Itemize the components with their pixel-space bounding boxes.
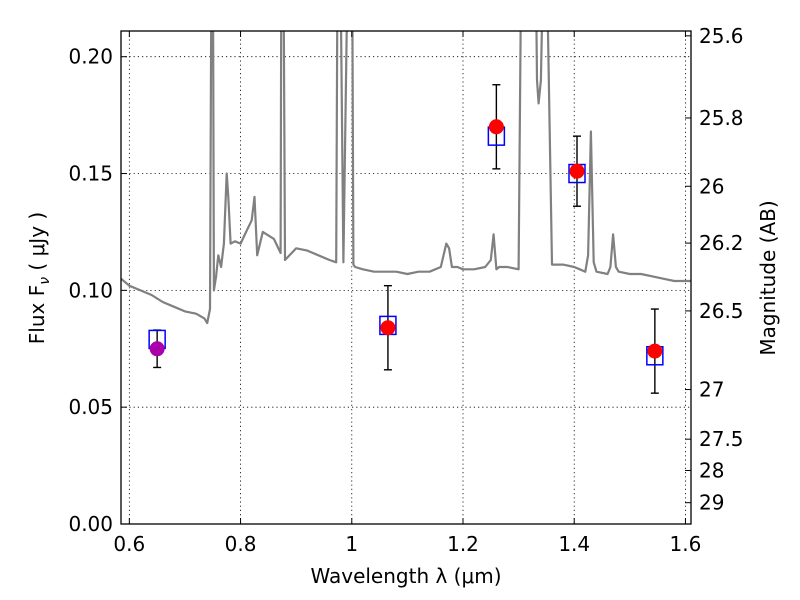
y-tick-label: 0.15 — [68, 162, 113, 186]
x-tick-labels: 0.6 0.8 1 1.2 1.4 1.6 — [113, 532, 701, 556]
x-tick-label: 1.4 — [558, 532, 590, 556]
plot-frame — [120, 30, 692, 525]
y2-tick-label: 26 — [699, 174, 724, 198]
x-tick-label: 0.8 — [225, 532, 257, 556]
y-tick-label: 0.10 — [68, 278, 113, 302]
y-axis-label-main: Flux F — [25, 285, 49, 344]
observed-flux-point — [380, 320, 396, 336]
x-tick-label: 1.6 — [670, 532, 702, 556]
observed-flux-point — [488, 119, 504, 135]
y2-axis-label: Magnitude (AB) — [756, 200, 780, 355]
y-tick-labels: 0.00 0.05 0.10 0.15 0.20 — [68, 45, 113, 536]
grid — [121, 31, 691, 524]
model-spectrum-layer — [121, 31, 691, 325]
y2-tick-label: 25.8 — [699, 106, 744, 130]
y-tick-label: 0.00 — [68, 512, 113, 536]
y-axis-label-group: Flux Fν ( μJy ) — [25, 212, 53, 344]
y-axis-label: Flux Fν ( μJy ) — [25, 212, 53, 344]
y-axis-label-unit: ( μJy ) — [25, 212, 49, 277]
y2-tick-label: 27 — [699, 378, 724, 402]
y2-tick-label: 27.5 — [699, 427, 744, 451]
x-axis-label: Wavelength λ (μm) — [310, 564, 501, 588]
model-spectrum-line — [121, 31, 691, 325]
y2-axis-label-group: Magnitude (AB) — [756, 200, 780, 355]
observed-flux-point-alt — [149, 341, 165, 357]
y2-tick-label: 26.2 — [699, 231, 744, 255]
y-axis-label-sub: ν — [37, 277, 53, 285]
x-tick-label: 0.6 — [113, 532, 145, 556]
observed-flux-point — [569, 163, 585, 179]
errorbar-layer — [153, 84, 659, 394]
marker-layer — [148, 119, 664, 366]
y2-tick-label: 26.5 — [699, 299, 744, 323]
y-tick-label: 0.20 — [68, 45, 113, 69]
axis-ticks — [121, 31, 691, 525]
x-tick-label: 1 — [345, 532, 358, 556]
y2-tick-label: 28 — [699, 458, 724, 482]
x-tick-label: 1.2 — [447, 532, 479, 556]
y-tick-label: 0.05 — [68, 395, 113, 419]
observed-flux-point — [647, 343, 663, 359]
y2-tick-label: 29 — [699, 491, 724, 515]
y2-tick-label: 25.6 — [699, 24, 744, 48]
y2-tick-labels: 25.6 25.8 26 26.2 26.5 27 27.5 28 29 — [699, 24, 744, 515]
